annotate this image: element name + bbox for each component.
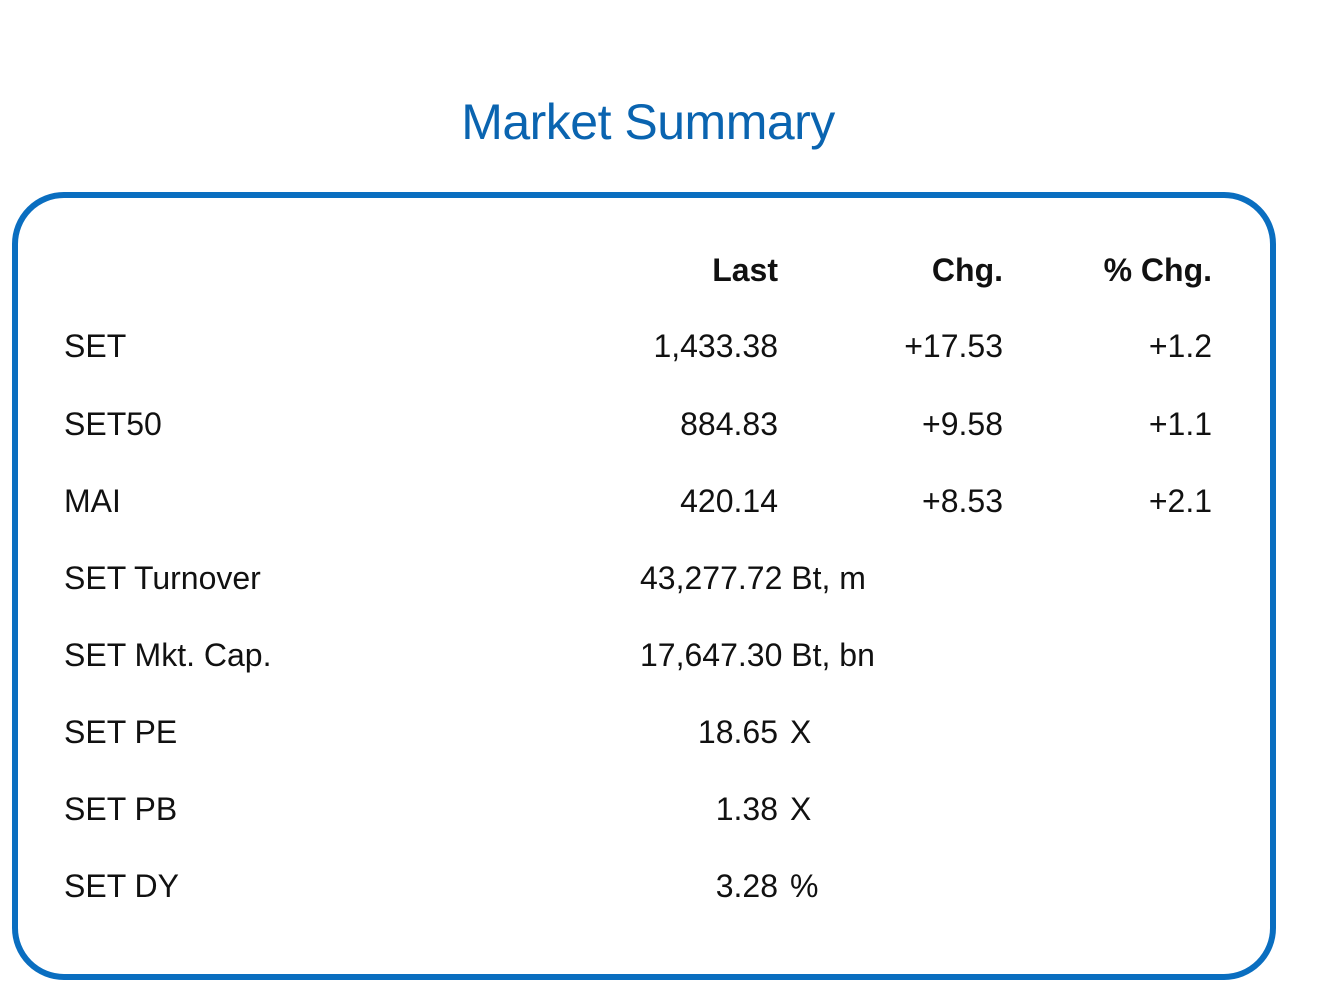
row-label: SET PE: [64, 714, 178, 750]
row-chg: +9.58: [922, 406, 1003, 442]
row-chg: +17.53: [904, 328, 1003, 364]
header-chg: Chg.: [931, 252, 1003, 288]
row-unit: %: [790, 868, 819, 904]
row-pct-chg: +1.1: [1148, 406, 1212, 442]
row-value: 1.38: [715, 791, 778, 827]
table-row: SET 1,433.38 +17.53 +1.2: [0, 324, 1330, 368]
row-unit: X: [790, 714, 812, 750]
table-row: SET50 884.83 +9.58 +1.1: [0, 402, 1330, 446]
row-pct-chg: +1.2: [1148, 328, 1212, 364]
row-last: 420.14: [680, 483, 778, 519]
row-last: 884.83: [680, 406, 778, 442]
row-value: 17,647.30 Bt, bn: [640, 637, 875, 673]
row-last: 1,433.38: [653, 328, 778, 364]
row-chg: +8.53: [922, 483, 1003, 519]
header-last: Last: [712, 252, 778, 288]
table-row: SET Turnover 43,277.72 Bt, m: [0, 556, 1330, 600]
row-value: 3.28: [715, 868, 778, 904]
table-row: SET Mkt. Cap. 17,647.30 Bt, bn: [0, 633, 1330, 677]
row-label: SET PB: [64, 791, 178, 827]
row-pct-chg: +2.1: [1148, 483, 1212, 519]
summary-panel: [12, 192, 1276, 980]
row-label: MAI: [64, 483, 121, 519]
table-row: SET DY 3.28 %: [0, 864, 1330, 908]
row-label: SET50: [64, 406, 162, 442]
row-label: SET Mkt. Cap.: [64, 637, 272, 673]
row-value: 18.65: [697, 714, 778, 750]
row-value: 43,277.72 Bt, m: [640, 560, 866, 596]
row-label: SET: [64, 328, 127, 364]
row-unit: X: [790, 791, 812, 827]
row-label: SET DY: [64, 868, 179, 904]
table-row: SET PB 1.38 X: [0, 787, 1330, 831]
table-row: MAI 420.14 +8.53 +2.1: [0, 479, 1330, 523]
row-label: SET Turnover: [64, 560, 261, 596]
header-pct-chg: % Chg.: [1103, 252, 1212, 288]
table-header: Last Chg. % Chg.: [0, 248, 1330, 292]
table-row: SET PE 18.65 X: [0, 710, 1330, 754]
page-title: Market Summary: [461, 94, 835, 150]
